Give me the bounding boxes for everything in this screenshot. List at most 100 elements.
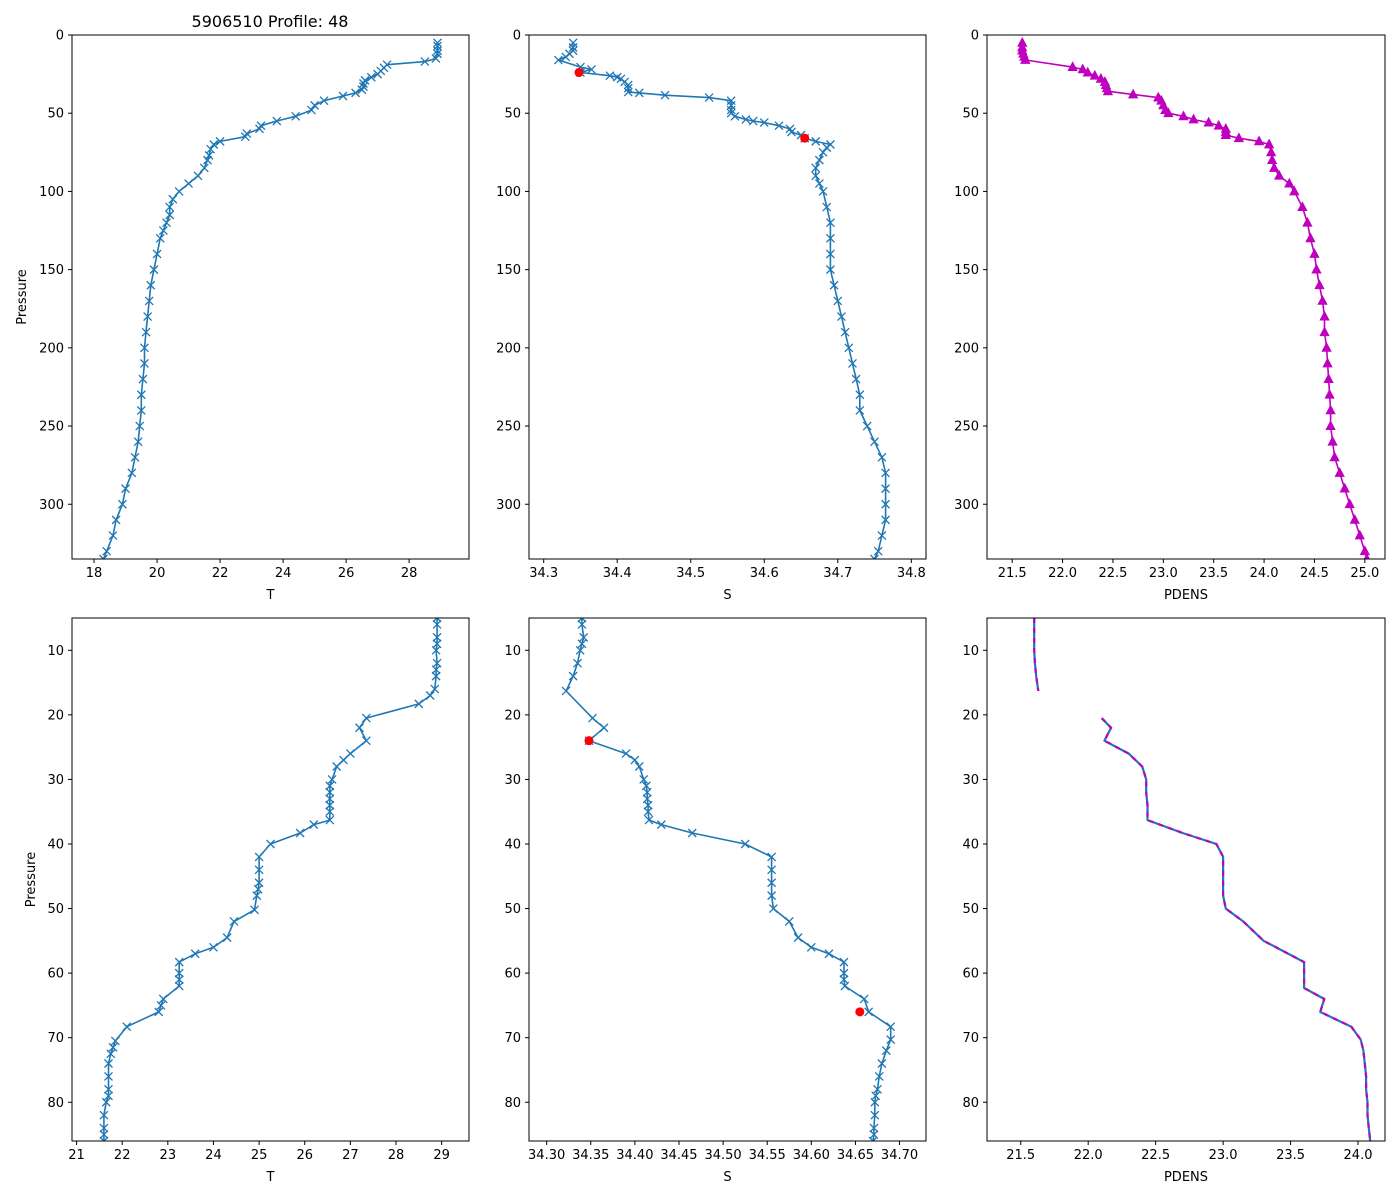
y-tick-label: 0 [971, 29, 979, 44]
y-tick-label: 150 [496, 263, 521, 278]
data-point [108, 1042, 118, 1052]
plot-area [1017, 36, 1371, 559]
data-point [1359, 545, 1371, 556]
data-point [144, 296, 154, 306]
y-tick-label: 40 [504, 837, 521, 852]
data-point [130, 452, 140, 462]
data-point [430, 684, 440, 694]
data-point [136, 390, 146, 400]
data-point [433, 38, 442, 48]
data-point [561, 686, 571, 696]
y-tick-label: 150 [39, 263, 64, 278]
data-point [325, 787, 335, 797]
data-point [190, 949, 200, 959]
plot-area [99, 618, 442, 1141]
x-axis-label: S [723, 588, 731, 603]
data-point [870, 1097, 880, 1107]
data-point [587, 64, 596, 74]
x-tick-label: 22.5 [1141, 1148, 1170, 1163]
data-point [1324, 388, 1335, 399]
x-tick-label: 34.3 [529, 566, 558, 581]
x-tick-label: 34.60 [793, 1148, 830, 1163]
data-point [881, 515, 891, 525]
x-tick-label: 23.0 [1209, 1148, 1238, 1163]
data-point [199, 163, 209, 173]
data-point [839, 957, 849, 967]
data-point [1089, 69, 1100, 80]
data-point [643, 807, 653, 817]
x-axis-label: T [266, 1170, 275, 1185]
data-point [250, 905, 259, 915]
y-tick-label: 80 [962, 1096, 979, 1111]
data-point [1265, 146, 1277, 157]
data-point [1213, 119, 1224, 130]
data-point [870, 1110, 880, 1120]
data-point [104, 1071, 113, 1081]
x-tick-label: 28 [388, 1148, 405, 1163]
data-point [829, 280, 839, 290]
axes-frame [71, 34, 470, 560]
x-tick-label: 23.5 [1276, 1148, 1305, 1163]
x-tick-label: 18 [86, 566, 103, 581]
data-point [855, 390, 865, 400]
data-point [1102, 85, 1114, 96]
data-point [101, 1097, 111, 1107]
data-point [859, 994, 869, 1004]
data-point [818, 147, 828, 157]
data-point [1268, 162, 1280, 172]
data-point [193, 171, 203, 181]
series-line [102, 42, 439, 559]
data-point [240, 132, 250, 142]
data-point [309, 820, 319, 830]
data-point [656, 820, 666, 830]
data-point [642, 787, 652, 797]
figure-title: 5906510 Profile: 48 [192, 12, 349, 31]
data-point [855, 405, 865, 415]
x-tick-label: 34.65 [837, 1148, 874, 1163]
data-point [174, 186, 184, 196]
data-point [209, 942, 218, 952]
data-point [1302, 216, 1313, 227]
data-point [1284, 177, 1295, 188]
data-point [814, 179, 824, 189]
axes-frame [71, 617, 470, 1142]
data-point [840, 327, 850, 337]
axes-frame [986, 617, 1386, 1142]
y-tick-label: 60 [504, 967, 521, 982]
data-point [1203, 116, 1214, 127]
data-point [432, 632, 442, 642]
data-point [133, 437, 143, 447]
y-tick-label: 60 [962, 967, 979, 982]
data-point [768, 904, 778, 914]
data-point [605, 71, 615, 81]
data-point [357, 85, 367, 95]
panel-bottom-temperature: 21 22 23 24 25 26 27 28 29 10 20 30 40 50 60 70 80 T Press… [24, 617, 470, 1185]
x-tick-label: 34.55 [749, 1148, 786, 1163]
x-tick-label: 24.0 [1344, 1148, 1373, 1163]
plot-area [1033, 618, 1372, 1141]
data-point [862, 421, 872, 431]
data-point [325, 800, 335, 810]
data-point [254, 852, 264, 862]
y-tick-label: 80 [47, 1096, 64, 1111]
data-point [874, 1071, 884, 1081]
data-point [272, 116, 282, 126]
x-tick-label: 22 [114, 1148, 131, 1163]
data-point [184, 179, 194, 189]
x-tick-label: 23 [160, 1148, 177, 1163]
data-point [660, 90, 670, 100]
x-tick-label: 27 [342, 1148, 359, 1163]
plot-area [553, 38, 891, 559]
y-tick-label: 300 [954, 498, 979, 513]
y-tick-label: 40 [47, 837, 64, 852]
data-point [1067, 61, 1078, 71]
x-tick-label: 24.5 [1300, 566, 1329, 581]
data-point [431, 54, 441, 63]
plot-area [561, 618, 896, 1141]
y-tick-label: 20 [504, 708, 521, 723]
data-point [1289, 185, 1300, 196]
data-point [104, 1084, 113, 1094]
data-point [1363, 553, 1370, 559]
data-point [414, 699, 424, 709]
data-point [1314, 279, 1325, 290]
